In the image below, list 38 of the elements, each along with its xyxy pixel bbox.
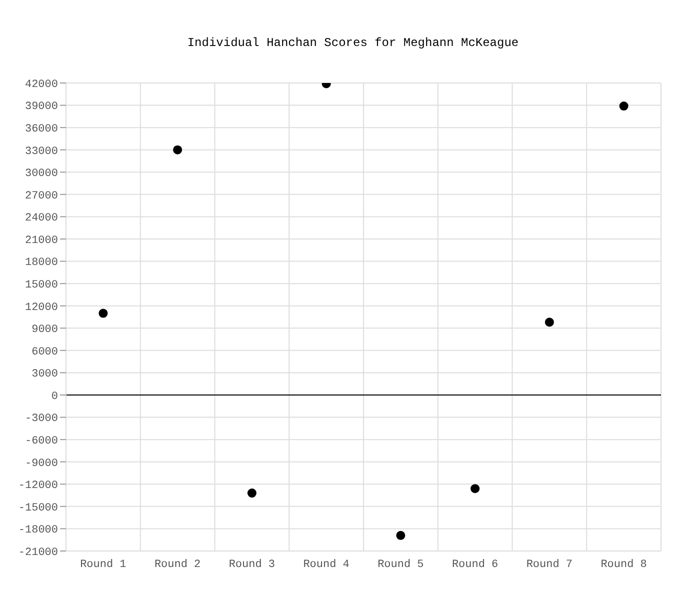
point [470,484,480,494]
y-tick-label: 21000 [24,234,58,247]
point [544,318,554,327]
y-tick-label: 24000 [24,212,58,225]
y-tick-label: 9000 [32,324,58,336]
x-tick-label: Round 5 [378,558,424,571]
y-tick-label: -9000 [24,458,58,470]
x-tick-label: Round 7 [526,558,573,571]
y-tick-label: 42000 [24,78,58,91]
y-tick-label: -3000 [24,413,58,426]
y-tick-label: 33000 [24,146,58,158]
x-tick-label: Round 4 [303,558,350,571]
x-tick-label: Round 2 [154,558,201,571]
x-tick-label: Round 3 [228,558,276,571]
y-tick-label: -18000 [18,524,58,537]
x-tick-label: Round 6 [452,558,498,571]
y-tick-label: 12000 [24,302,58,314]
y-tick-label: 27000 [24,190,58,202]
y-tick-label: -21000 [18,546,58,559]
y-tick-label: 36000 [24,123,58,136]
y-tick-label: 6000 [32,346,58,358]
point [247,488,256,498]
y-tick-label: -12000 [18,480,58,492]
point [173,145,182,154]
y-tick-label: -6000 [24,435,58,448]
y-tick-label: -15000 [18,502,58,514]
y-tick-label: 15000 [24,279,58,292]
point [619,102,628,111]
y-tick-label: 30000 [24,168,58,180]
chart-title: Individual Hanchan Scores for Meghann McKeague [186,36,520,50]
x-tick-label: Round 8 [600,558,647,571]
point [98,308,108,318]
y-tick-label: 0 [51,390,58,403]
y-tick-label: 39000 [24,101,58,114]
y-tick-label: 3000 [32,368,58,381]
x-tick-label: Round 1 [80,558,127,571]
point [396,530,406,540]
y-tick-label: 18000 [24,257,58,270]
